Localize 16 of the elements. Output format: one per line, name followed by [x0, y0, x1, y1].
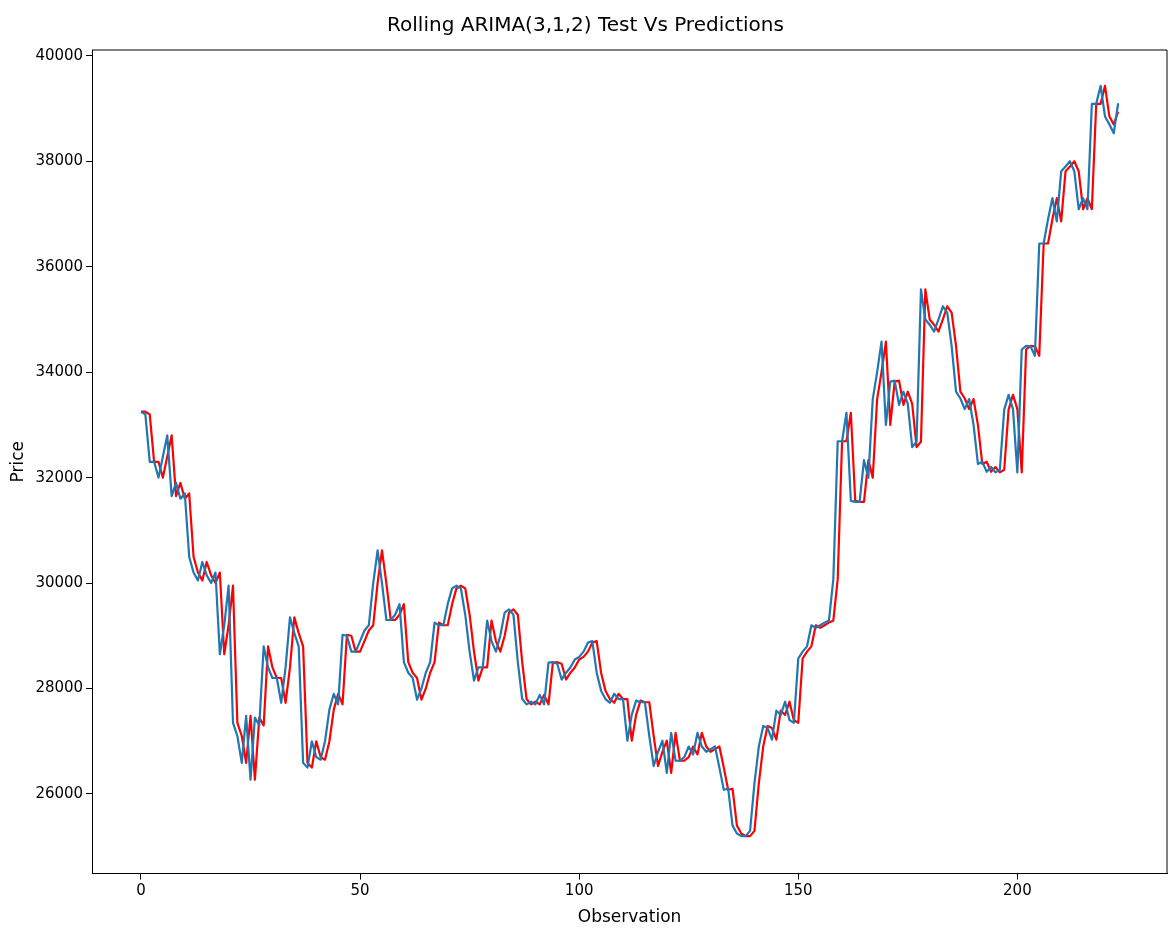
y-tick-label: 34000 [35, 362, 84, 381]
x-axis-title: Observation [577, 906, 682, 927]
x-tick-label: 150 [783, 881, 813, 900]
chart-title: Rolling ARIMA(3,1,2) Test Vs Predictions [387, 12, 784, 37]
y-tick-label: 32000 [35, 467, 84, 486]
y-tick-label: 40000 [35, 45, 84, 64]
y-axis-title: Price [6, 441, 27, 483]
y-tick-label: 26000 [35, 783, 84, 802]
y-tick-label: 36000 [35, 256, 84, 275]
x-tick-label: 0 [136, 881, 146, 900]
x-tick-label: 100 [564, 881, 594, 900]
y-tick-label: 28000 [35, 678, 84, 697]
y-tick-label: 30000 [35, 572, 84, 591]
x-tick-label: 50 [350, 881, 370, 900]
y-tick-label: 38000 [35, 151, 84, 170]
x-tick-label: 200 [1003, 881, 1032, 900]
